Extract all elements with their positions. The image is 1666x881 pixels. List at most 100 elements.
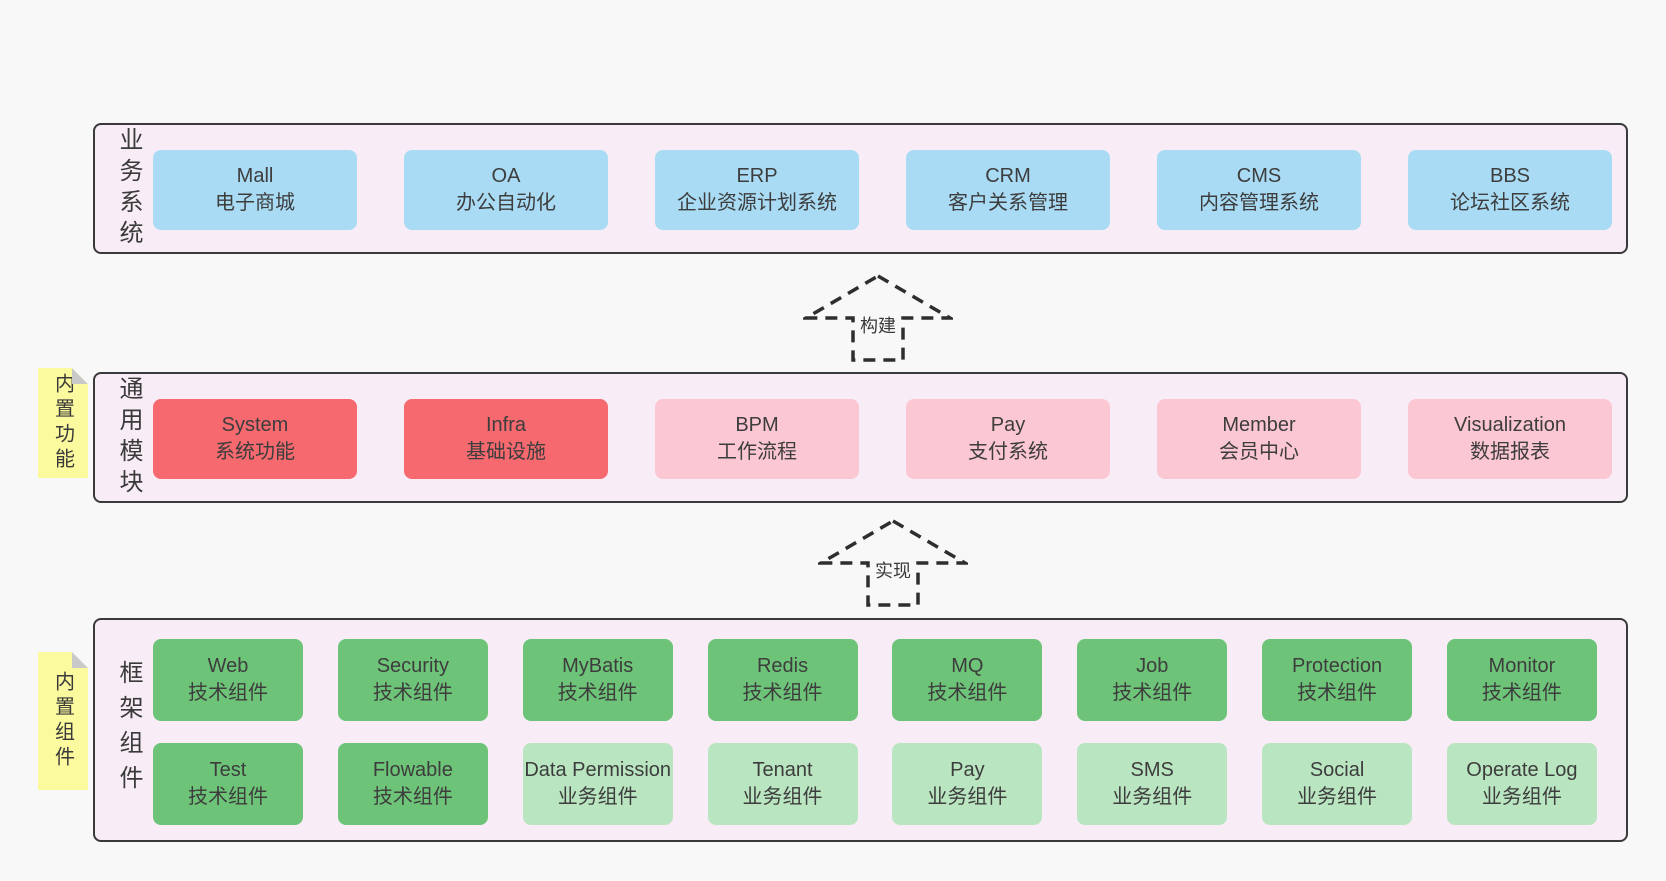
box-pay-module: Pay 支付系统 — [906, 399, 1110, 479]
box-subtitle: 会员中心 — [1219, 441, 1299, 463]
sticky-text: 内置功能 — [51, 373, 74, 473]
box-subtitle: 业务组件 — [1481, 786, 1562, 808]
box-pay-component: Pay 业务组件 — [892, 743, 1043, 825]
box-title: Visualization — [1454, 414, 1566, 436]
box-title: Job — [1136, 655, 1169, 677]
box-infra: Infra 基础设施 — [404, 399, 608, 479]
box-subtitle: 内容管理系统 — [1199, 192, 1319, 214]
box-title: SMS — [1130, 759, 1174, 781]
box-member: Member 会员中心 — [1157, 399, 1361, 479]
box-monitor: Monitor 技术组件 — [1446, 639, 1597, 721]
framework-components-row-2: Test 技术组件 Flowable 技术组件 Data Permission … — [153, 743, 1597, 825]
box-subtitle: 技术组件 — [372, 786, 453, 808]
box-visualization: Visualization 数据报表 — [1408, 399, 1612, 479]
box-title: System — [221, 414, 289, 436]
box-subtitle: 论坛社区系统 — [1450, 192, 1570, 214]
box-title: Flowable — [372, 759, 453, 781]
box-title: Monitor — [1488, 655, 1556, 677]
box-erp: ERP 企业资源计划系统 — [655, 150, 859, 230]
box-title: Tenant — [752, 759, 813, 781]
box-subtitle: 业务组件 — [557, 786, 638, 808]
box-title: ERP — [736, 165, 778, 187]
box-subtitle: 技术组件 — [188, 682, 268, 704]
box-subtitle: 业务组件 — [742, 786, 823, 808]
box-web: Web 技术组件 — [153, 639, 303, 721]
box-title: Data Permission — [524, 759, 672, 781]
box-subtitle: 技术组件 — [372, 682, 453, 704]
box-title: Infra — [485, 414, 527, 436]
box-crm: CRM 客户关系管理 — [906, 150, 1110, 230]
box-mall: Mall 电子商城 — [153, 150, 357, 230]
box-mybatis: MyBatis 技术组件 — [522, 639, 673, 721]
box-subtitle: 业务组件 — [1297, 786, 1378, 808]
box-security: Security 技术组件 — [337, 639, 488, 721]
box-title: Pay — [990, 414, 1026, 436]
layer-common-modules: 通用模块 System 系统功能 Infra 基础设施 BPM 工作流程 Pay… — [93, 372, 1628, 503]
box-data-permission: Data Permission 业务组件 — [522, 743, 673, 825]
box-title: Member — [1222, 414, 1296, 436]
box-title: MQ — [951, 655, 984, 677]
arrow-build-label: 构建 — [857, 312, 899, 338]
box-tenant: Tenant 业务组件 — [707, 743, 858, 825]
box-social: Social 业务组件 — [1262, 743, 1413, 825]
folded-corner — [72, 368, 88, 384]
box-subtitle: 技术组件 — [557, 682, 638, 704]
box-title: Redis — [756, 655, 809, 677]
folded-corner — [72, 652, 88, 668]
sticky-note-built-in-components: 内置组件 — [38, 652, 88, 790]
box-subtitle: 业务组件 — [1112, 786, 1193, 808]
box-subtitle: 技术组件 — [742, 682, 823, 704]
box-subtitle: 技术组件 — [188, 786, 268, 808]
box-subtitle: 数据报表 — [1470, 441, 1550, 463]
box-title: CRM — [985, 165, 1031, 187]
layer-label-business-systems: 业务系统 — [115, 126, 142, 251]
box-title: BPM — [735, 414, 779, 436]
box-bbs: BBS 论坛社区系统 — [1408, 150, 1612, 230]
box-subtitle: 系统功能 — [215, 441, 295, 463]
box-subtitle: 基础设施 — [466, 441, 546, 463]
sticky-note-built-in-features: 内置功能 — [38, 368, 88, 478]
box-subtitle: 业务组件 — [927, 786, 1008, 808]
box-title: Security — [376, 655, 449, 677]
box-subtitle: 技术组件 — [927, 682, 1008, 704]
arrow-implement: 实现 — [818, 517, 968, 609]
box-bpm: BPM 工作流程 — [655, 399, 859, 479]
box-subtitle: 技术组件 — [1112, 682, 1193, 704]
box-title: BBS — [1489, 165, 1531, 187]
arrow-build: 构建 — [803, 272, 953, 364]
layer-label-framework-components: 框架组件 — [115, 660, 142, 800]
box-subtitle: 企业资源计划系统 — [677, 192, 837, 214]
box-subtitle: 技术组件 — [1297, 682, 1378, 704]
box-subtitle: 支付系统 — [968, 441, 1048, 463]
box-test: Test 技术组件 — [153, 743, 303, 825]
box-redis: Redis 技术组件 — [707, 639, 858, 721]
box-sms: SMS 业务组件 — [1077, 743, 1228, 825]
box-title: Mall — [236, 165, 274, 187]
box-subtitle: 电子商城 — [215, 192, 295, 214]
box-subtitle: 客户关系管理 — [948, 192, 1068, 214]
layer-framework-components: 框架组件 Web 技术组件 Security 技术组件 MyBatis 技术组件… — [93, 618, 1628, 842]
box-job: Job 技术组件 — [1077, 639, 1228, 721]
box-protection: Protection 技术组件 — [1262, 639, 1413, 721]
box-subtitle: 技术组件 — [1481, 682, 1562, 704]
box-subtitle: 工作流程 — [717, 441, 797, 463]
layer-label-common-modules: 通用模块 — [115, 375, 142, 500]
box-title: Web — [207, 655, 249, 677]
box-subtitle: 办公自动化 — [456, 192, 556, 214]
arrow-implement-label: 实现 — [872, 557, 914, 583]
box-mq: MQ 技术组件 — [892, 639, 1043, 721]
box-cms: CMS 内容管理系统 — [1157, 150, 1361, 230]
business-systems-row: Mall 电子商城 OA 办公自动化 ERP 企业资源计划系统 CRM 客户关系… — [153, 150, 1612, 230]
box-flowable: Flowable 技术组件 — [337, 743, 488, 825]
framework-components-row-1: Web 技术组件 Security 技术组件 MyBatis 技术组件 Redi… — [153, 639, 1597, 721]
box-title: Protection — [1292, 655, 1383, 677]
box-title: Social — [1309, 759, 1365, 781]
sticky-text: 内置组件 — [51, 671, 74, 771]
box-operate-log: Operate Log 业务组件 — [1446, 743, 1597, 825]
box-title: Pay — [950, 759, 985, 781]
box-title: Operate Log — [1466, 759, 1578, 781]
box-system: System 系统功能 — [153, 399, 357, 479]
layer-business-systems: 业务系统 Mall 电子商城 OA 办公自动化 ERP 企业资源计划系统 CRM… — [93, 123, 1628, 254]
common-modules-row: System 系统功能 Infra 基础设施 BPM 工作流程 Pay 支付系统… — [153, 399, 1612, 479]
box-oa: OA 办公自动化 — [404, 150, 608, 230]
